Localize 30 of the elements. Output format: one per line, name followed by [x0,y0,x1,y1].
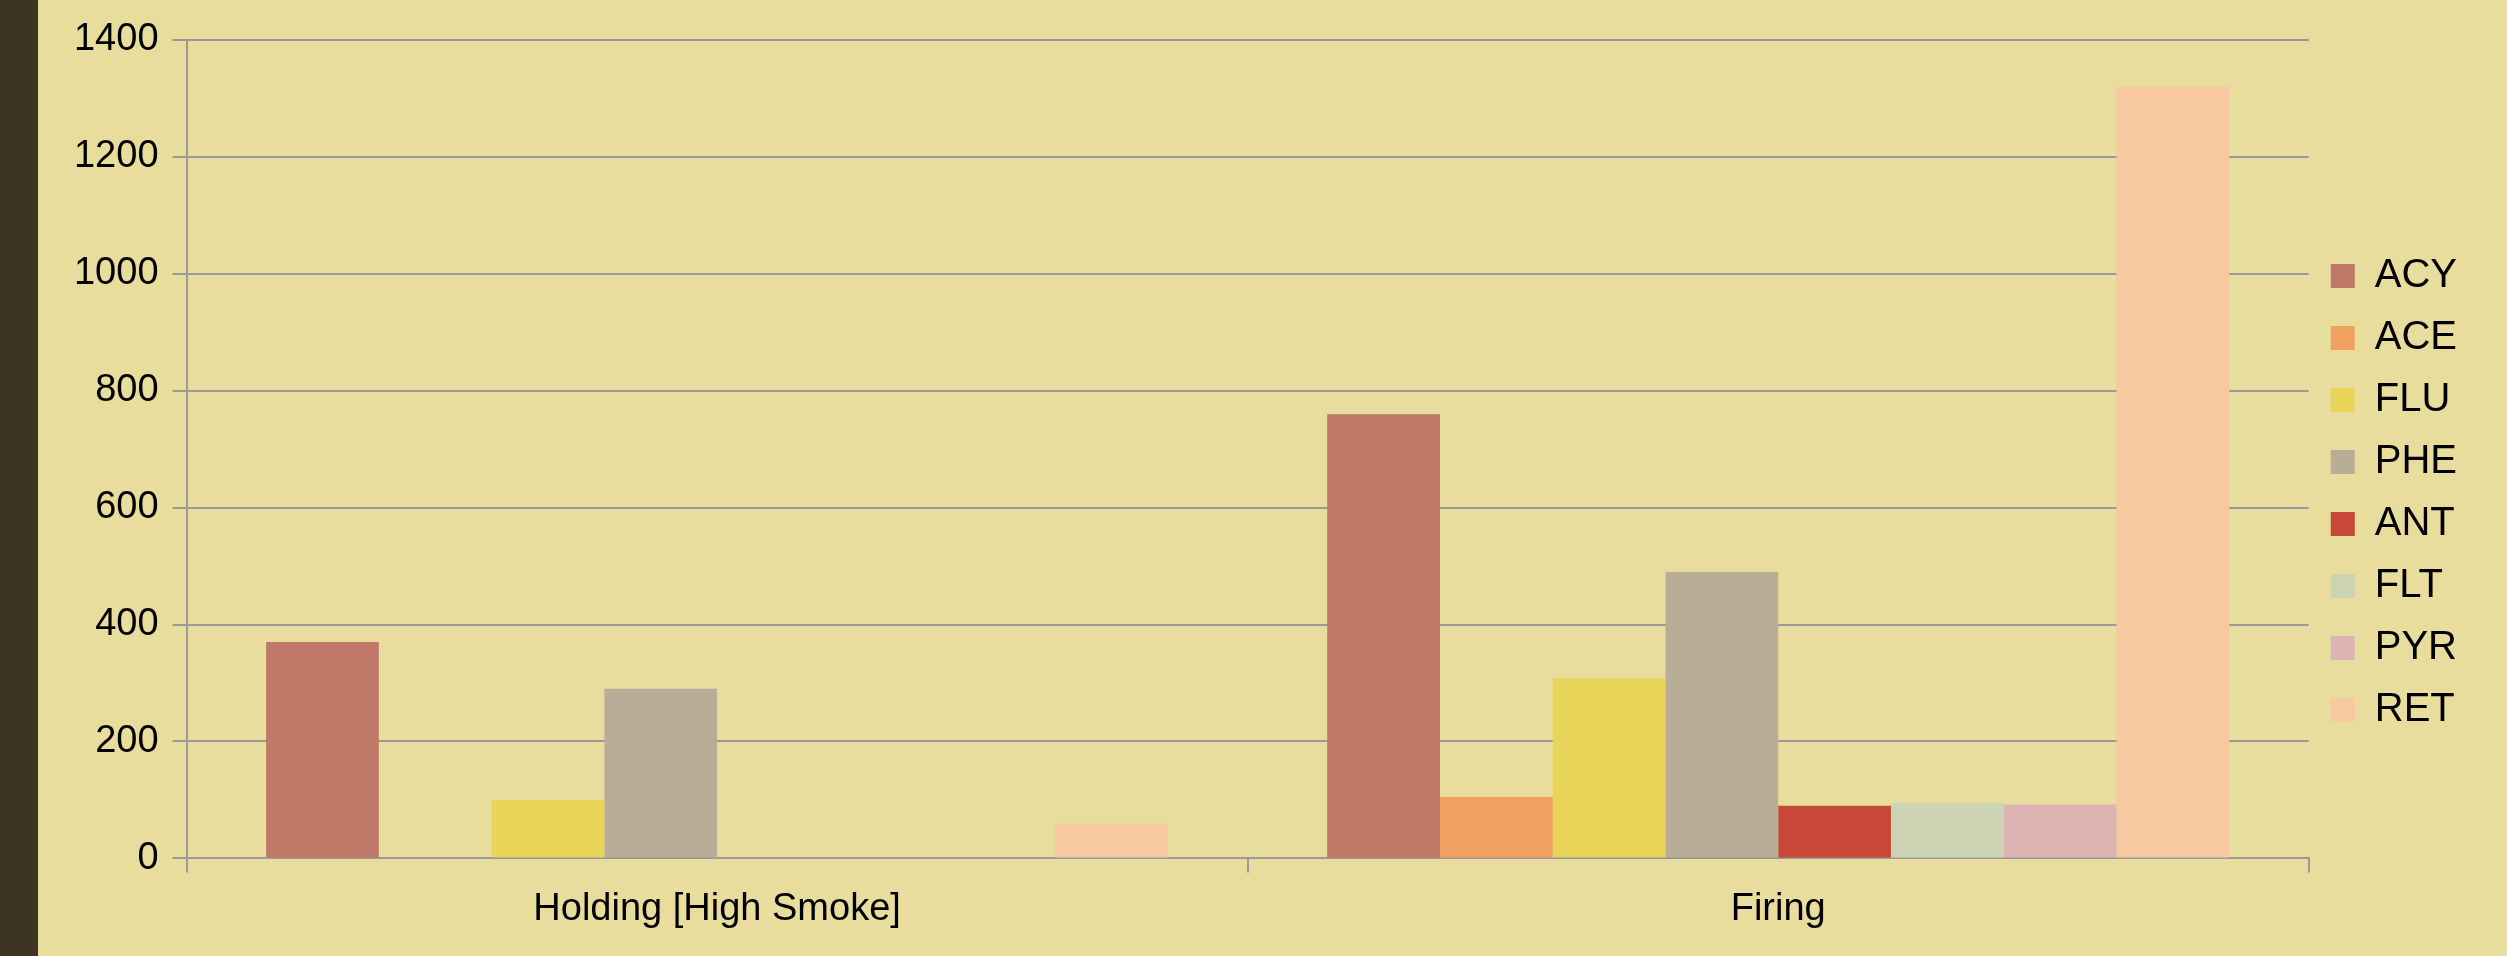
bar [2003,804,2117,858]
legend-label: ACY [2374,251,2457,296]
x-tick-label: Holding [High Smoke] [533,885,901,928]
y-tick-label: 800 [95,367,159,410]
legend-label: PHE [2374,437,2457,482]
bar [1665,571,1779,858]
y-tick-label: 1200 [73,133,159,176]
y-tick-label: 1000 [73,250,159,293]
legend-label: FLT [2374,561,2443,606]
legend-label: PYR [2374,623,2457,668]
y-tick-label: 1400 [73,16,159,59]
bar [604,688,718,858]
bar [1778,805,1891,858]
y-tick-label: 0 [137,834,159,877]
x-tick-label: Firing [1730,885,1826,928]
y-tick-label: 600 [95,484,159,527]
bar [1327,414,1440,858]
bar [1055,823,1169,858]
y-tick-label: 400 [95,601,159,644]
bar [2116,86,2230,858]
legend-label: ANT [2374,499,2455,544]
bar [1439,797,1553,858]
legend-label: ACE [2374,313,2457,358]
y-tick-label: 200 [95,717,159,760]
bar [1890,802,2004,858]
bar [1552,678,1666,858]
legend-label: FLU [2374,375,2451,420]
legend-label: RET [2374,685,2455,730]
bar [491,799,605,858]
bar [266,642,379,858]
